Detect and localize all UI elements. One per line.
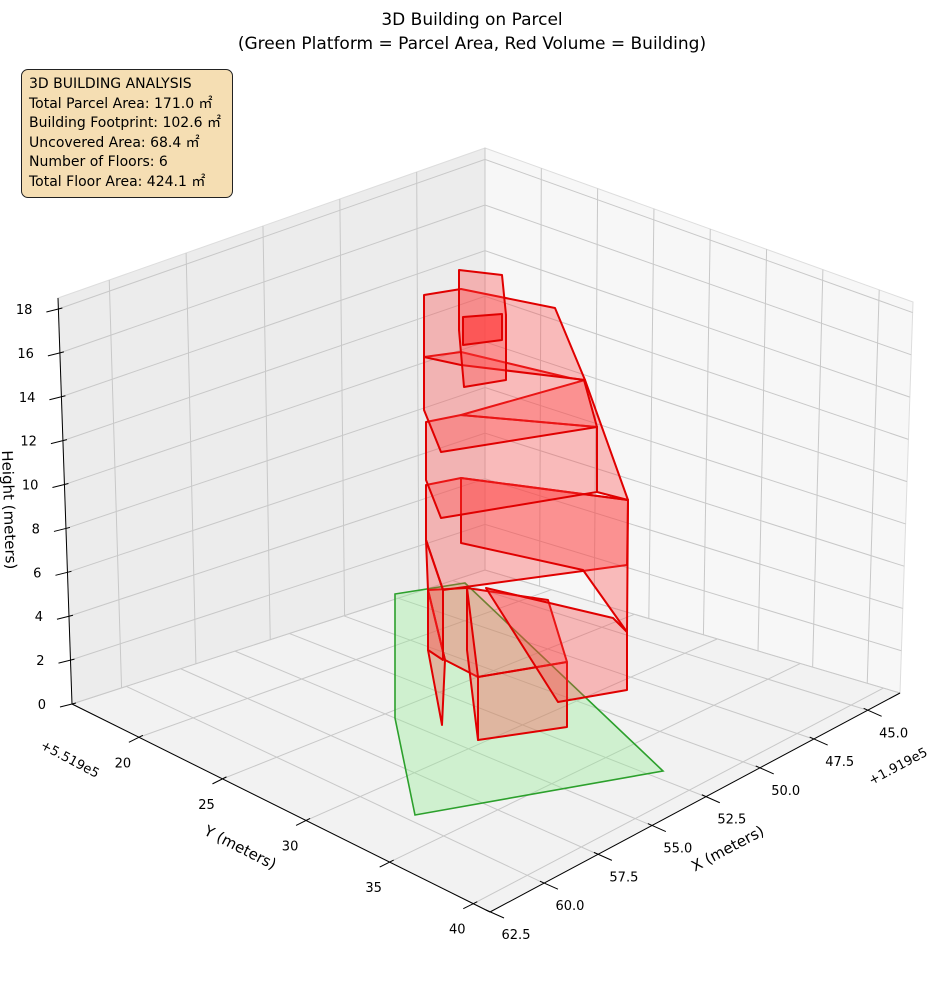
y-tick-label: 20 — [115, 756, 132, 771]
z-tick — [56, 614, 74, 620]
x-tick-label: 47.5 — [825, 755, 854, 770]
analysis-textbox: 3D BUILDING ANALYSIS Total Parcel Area: … — [21, 69, 233, 198]
z-axis-line — [57, 297, 73, 705]
x-tick — [863, 707, 882, 717]
y-tick-label: 40 — [449, 923, 466, 938]
wall-gridline — [539, 168, 542, 587]
x-tick — [755, 765, 774, 775]
z-tick-label: 8 — [32, 522, 40, 537]
y-gridline — [389, 663, 801, 863]
analysis-line: Total Floor Area: 424.1 ㎡ — [29, 173, 206, 190]
analysis-line: Total Parcel Area: 171.0 ㎡ — [29, 95, 213, 112]
polygons — [394, 269, 665, 816]
parcel-platform — [394, 582, 665, 816]
analysis-line: Building Footprint: 102.6 ㎡ — [29, 115, 222, 131]
wall-gridline — [648, 208, 655, 619]
z-tick — [55, 570, 72, 576]
z-tick-label: 18 — [16, 303, 33, 318]
z-tick — [58, 658, 75, 664]
x-axis-line — [489, 692, 901, 913]
wall-gridline — [757, 249, 768, 651]
building-face — [423, 288, 586, 381]
wall-gridline — [866, 289, 880, 684]
z-tick-label: 10 — [22, 479, 39, 494]
analysis-line: Uncovered Area: 68.4 ㎡ — [29, 134, 200, 151]
building-face — [425, 539, 444, 661]
building-face — [460, 477, 629, 633]
analysis-line: Number of Floors: 6 — [29, 154, 168, 170]
y-axis-line — [71, 703, 491, 913]
x-tick — [485, 909, 505, 919]
z-tick-label: 0 — [38, 698, 46, 713]
wall-gridline — [812, 269, 824, 668]
z-axis-label: Height (meters) — [0, 450, 20, 570]
z-tick — [59, 702, 77, 708]
z-tick — [49, 395, 66, 401]
x-gridline — [452, 580, 868, 711]
z-tick — [52, 483, 69, 489]
x-tick — [809, 736, 828, 746]
x-tick-label: 55.0 — [663, 842, 692, 857]
x-gridline — [289, 633, 706, 798]
z-tick-label: 12 — [20, 435, 37, 450]
wall-gridline — [108, 279, 123, 688]
x-tick-label: 50.0 — [771, 784, 800, 799]
x-gridline — [180, 668, 599, 855]
wall-gridline — [339, 198, 346, 616]
ticks: 0 2 4 6 8 10 12 14 16 18 20 25 30 35 40 45.0 47.5 50.0 52.… — [16, 303, 908, 943]
y-tick — [212, 776, 227, 785]
y-gridline — [222, 613, 635, 780]
y-axis-label: Y (meters) — [200, 821, 279, 873]
y-gridline — [138, 589, 552, 738]
y-tick — [295, 818, 311, 826]
x-offset-label: +1.919e5 — [866, 745, 930, 788]
x-tick-label: 62.5 — [502, 928, 531, 943]
gridlines — [58, 148, 913, 913]
z-tick — [53, 526, 71, 532]
chart-subtitle: (Green Platform = Parcel Area, Red Volum… — [238, 34, 706, 54]
y-tick — [379, 859, 394, 868]
x-tick-label: 45.0 — [879, 726, 908, 741]
x-tick-label: 60.0 — [555, 899, 584, 914]
y-tick — [128, 734, 144, 743]
wall-gridline — [702, 229, 711, 635]
x-tick — [701, 794, 720, 804]
y-gridline — [305, 638, 718, 821]
chart-title: 3D Building on Parcel — [381, 10, 562, 30]
x-tick — [647, 823, 667, 833]
x-gridline — [234, 650, 653, 827]
y-offset-label: +5.519e5 — [38, 738, 102, 781]
x-tick — [593, 851, 613, 861]
z-tick-label: 16 — [17, 347, 34, 362]
building-face — [462, 313, 503, 346]
x-gridline — [126, 685, 545, 884]
x-tick-label: 57.5 — [609, 870, 638, 885]
z-tick — [50, 439, 68, 445]
building-face — [485, 587, 628, 703]
y-tick — [463, 901, 478, 910]
z-tick — [47, 351, 65, 357]
wall-gridline — [262, 225, 271, 640]
z-tick-label: 14 — [19, 391, 36, 406]
y-tick-label: 25 — [198, 798, 215, 813]
z-tick — [46, 307, 63, 313]
wall-gridline — [416, 171, 420, 592]
x-tick-label: 52.5 — [717, 813, 746, 828]
z-tick-label: 4 — [35, 610, 43, 625]
z-tick-label: 6 — [33, 566, 41, 581]
building-face — [460, 379, 629, 501]
z-tick-label: 2 — [36, 654, 44, 669]
x-axis-label: X (meters) — [688, 822, 767, 875]
wall-gridline — [593, 188, 599, 603]
analysis-title: 3D BUILDING ANALYSIS — [29, 76, 192, 92]
wall-gridline — [185, 252, 197, 664]
y-tick-label: 35 — [365, 881, 382, 896]
y-gridline — [473, 687, 884, 905]
y-tick-label: 30 — [282, 839, 299, 854]
x-tick — [539, 880, 559, 890]
